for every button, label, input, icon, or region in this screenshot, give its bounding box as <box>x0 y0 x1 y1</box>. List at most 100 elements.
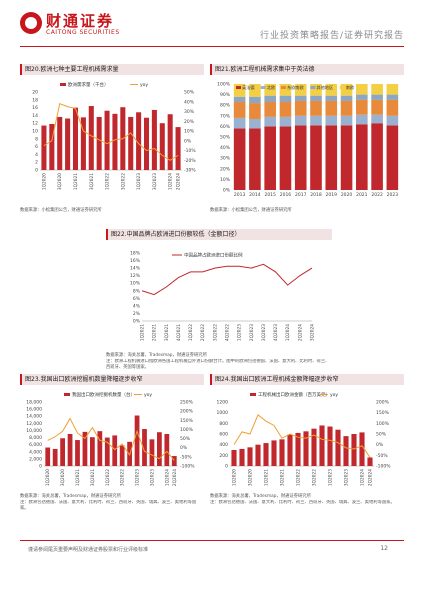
legend-label-line: yoy <box>144 393 152 398</box>
x-tick: 1Q2024 <box>360 469 366 486</box>
stacked-bar-segment <box>233 128 246 190</box>
bar <box>45 447 51 466</box>
bar <box>104 437 110 466</box>
svg-f20-y-tick: 16 <box>32 105 38 111</box>
bar <box>57 116 63 170</box>
svg-f22-y-tick: 14% <box>130 266 141 272</box>
svg-f24-y-tick: 1200 <box>217 400 229 406</box>
svg-f23-y2-tick: 50% <box>180 436 191 442</box>
legend-swatch-bar <box>60 83 66 86</box>
svg-f23-y2-tick: 100% <box>180 427 194 433</box>
svg-f24-y2-tick: -50% <box>376 453 388 459</box>
stacked-bar-segment <box>294 100 307 116</box>
x-tick: 3Q2023 <box>261 324 267 341</box>
stacked-bar-segment <box>325 84 338 96</box>
svg-f23-y-tick: 2,000 <box>29 456 42 462</box>
svg-f23-y-tick: 4,000 <box>29 449 42 455</box>
svg-f20-y2-tick: 20% <box>184 119 195 125</box>
logo-text-en: CAITONG SECURITIES <box>46 29 120 36</box>
legend-swatch-bar <box>250 393 256 396</box>
x-tick: 1Q2020 <box>232 469 238 486</box>
stacked-bar-segment <box>325 100 338 116</box>
stacked-bar-segment <box>279 126 292 190</box>
x-tick: 3Q2023 <box>152 173 158 190</box>
svg-f23-y2-tick: 150% <box>180 418 194 424</box>
bar <box>97 431 103 466</box>
x-tick: 2Q2023 <box>249 324 255 341</box>
x-tick: 3Q2020 <box>248 469 254 486</box>
legend-label: 英法德 <box>242 84 255 91</box>
bar <box>263 443 269 466</box>
svg-f24-y2-tick: 50% <box>376 432 387 438</box>
svg-f23-y-tick: 10,000 <box>26 428 42 434</box>
figure-24-title: 图24.我国出口欧洲工程机械金额降幅逐步收窄 <box>210 374 404 385</box>
stacked-bar-segment <box>386 115 399 126</box>
legend-label: 南欧 <box>346 84 355 91</box>
svg-f20-y-tick: 14 <box>32 113 38 119</box>
x-tick: 2021 <box>356 192 368 198</box>
svg-f20-y2-tick: 10% <box>184 129 195 135</box>
svg-f23-y-tick: 8,000 <box>29 435 42 441</box>
figure-24-chart: 0 200 400 600 800 1000 1200 -100% -50% 0% 50% 100% 1… <box>217 391 392 486</box>
bar <box>65 118 71 170</box>
stacked-bar-segment <box>340 115 353 126</box>
figure-21-chart: 2013 2014 2015 2016 2017 2018 2019 2020 2021 2022… <box>217 82 399 199</box>
figure-23-source: 数据来源：海关总署，Tradesmap，财通证券研究所 <box>20 494 121 499</box>
svg-f24-y2-tick: -100% <box>376 464 391 470</box>
svg-f24-y-tick: 400 <box>219 442 228 448</box>
stacked-bar-segment <box>233 117 246 129</box>
bar <box>96 116 102 170</box>
svg-f23-y-tick: 18,000 <box>26 400 42 406</box>
figure-22-source: 数据来源：海关总署，Tradesmap，财通证券研究所 <box>106 353 207 358</box>
x-tick: 2017 <box>295 192 307 198</box>
stacked-bar-segment <box>233 96 246 103</box>
x-tick: 4Q2023 <box>273 324 279 341</box>
svg-f20-y-tick: 10 <box>32 129 38 135</box>
svg-f23-y2-tick: 250% <box>180 400 194 406</box>
x-tick: 3Q2023 <box>344 469 350 486</box>
stacked-bar-segment <box>294 95 307 101</box>
bar <box>136 112 142 170</box>
figure-23-chart: 02,0004,0006,0008,00010,00012,00014,0001… <box>26 391 195 486</box>
x-tick: 3Q2022 <box>312 469 318 486</box>
svg-f21-y-tick: 90% <box>220 92 231 98</box>
legend-label: 其他地区 <box>316 84 333 91</box>
svg-f24-y2-tick: 0% <box>376 442 384 448</box>
svg-f22-y-tick: 12% <box>130 273 141 279</box>
bar <box>159 123 165 170</box>
bar <box>52 448 58 466</box>
svg-f22-y-tick: 16% <box>130 258 141 264</box>
x-tick: 1Q2021 <box>140 324 146 341</box>
yoy-line <box>43 103 179 161</box>
bar <box>175 127 181 170</box>
figure-24: 图24.我国出口欧洲工程机械金额降幅逐步收窄 0 200 400 600 800 1000… <box>210 374 404 522</box>
svg-f22-y-tick: 18% <box>130 251 141 257</box>
figure-20-source: 数据来源：小松集团公告，财通证券研究所 <box>20 208 102 213</box>
legend-label-bar: 工程机械出口欧洲金额（百万美元） <box>258 391 330 398</box>
x-tick: 3Q2022 <box>120 469 126 486</box>
bar <box>80 117 86 170</box>
stacked-bar-segment <box>279 116 292 127</box>
footer-disclaimer: 谨请参阅尾页重要声明及财通证券股票和行业评级标准 <box>28 547 149 553</box>
x-tick: 3Q2021 <box>89 173 95 190</box>
stacked-bar-segment <box>264 84 276 96</box>
stacked-bar-segment <box>356 99 368 115</box>
stacked-bar-segment <box>386 94 399 100</box>
bar <box>359 432 365 466</box>
x-tick: 3Q2022 <box>212 324 218 341</box>
stacked-bar-segment <box>340 100 353 116</box>
x-tick: 2022 <box>371 192 383 198</box>
footer-divider <box>20 540 404 541</box>
bar <box>143 117 150 170</box>
stacked-bar-segment <box>279 84 292 96</box>
x-tick: 1Q2022 <box>188 324 194 341</box>
stacked-bar-segment <box>294 125 307 190</box>
figure-22-title: 图22.中国品牌占欧洲进口份额较低（金额口径） <box>106 229 332 240</box>
stacked-bar-segment <box>310 95 322 101</box>
bar <box>104 110 110 170</box>
stacked-bar-segment <box>233 84 246 97</box>
figure-21-title: 图21.欧洲工程机械需求集中于英法德 <box>210 64 404 75</box>
document-type: 行业投资策略报告/证券研究报告 <box>259 31 404 41</box>
svg-f20-y2-tick: -20% <box>184 158 196 164</box>
